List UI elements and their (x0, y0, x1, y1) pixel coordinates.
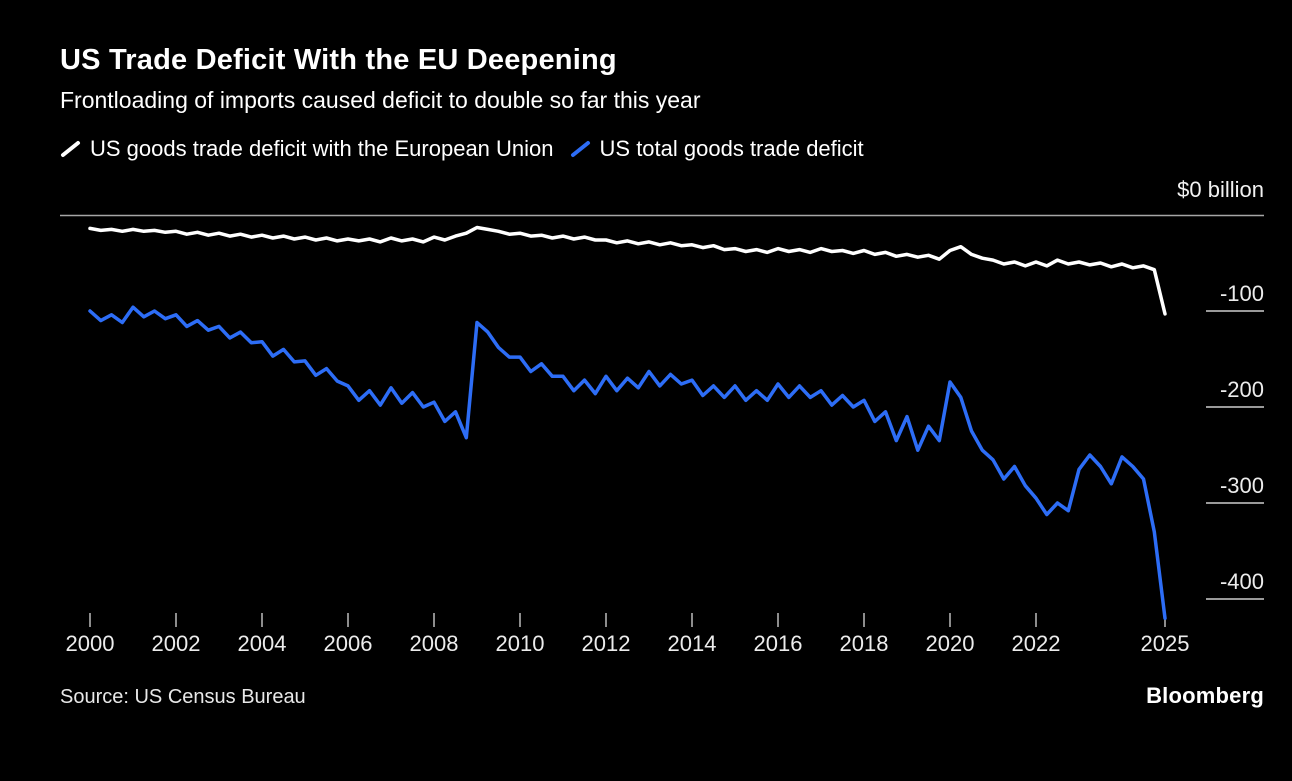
chart-title: US Trade Deficit With the EU Deepening (60, 44, 617, 76)
x-tick-label: 2004 (237, 631, 287, 656)
source-text: Source: US Census Bureau (60, 686, 306, 708)
legend-item-eu-deficit: US goods trade deficit with the European… (60, 136, 554, 162)
y-tick-label: -400 (1219, 569, 1264, 594)
y-axis-top-label: $0 billion (1177, 177, 1264, 202)
y-tick-label: -100 (1219, 281, 1264, 306)
x-tick-label: 2000 (65, 631, 115, 656)
x-tick-label: 2002 (151, 631, 201, 656)
eu-deficit-line (88, 225, 1167, 316)
x-tick-label: 2008 (409, 631, 459, 656)
x-tick-label: 2014 (667, 631, 717, 656)
legend: US goods trade deficit with the European… (60, 136, 864, 162)
x-tick-label: 2022 (1011, 631, 1061, 656)
legend-label-total-deficit: US total goods trade deficit (599, 136, 864, 161)
y-tick-stub (1206, 598, 1264, 600)
x-tick-label: 2012 (581, 631, 631, 656)
y-tick-stub (1206, 310, 1264, 312)
bloomberg-logo: Bloomberg (1146, 683, 1264, 708)
white-line-swatch-icon (60, 140, 82, 158)
x-tick-label: 2025 (1140, 631, 1190, 656)
legend-label-eu-deficit: US goods trade deficit with the European… (90, 136, 554, 161)
y-tick-label: -200 (1219, 377, 1264, 402)
legend-item-total-deficit: US total goods trade deficit (570, 136, 864, 162)
y-tick-stub (1206, 406, 1264, 408)
x-tick-label: 2018 (839, 631, 889, 656)
chart-canvas (60, 214, 1264, 627)
total-deficit-line (88, 305, 1167, 620)
y-tick-label: -300 (1219, 473, 1264, 498)
chart-subtitle: Frontloading of imports caused deficit t… (60, 87, 701, 113)
blue-line-swatch-icon (570, 140, 592, 158)
x-tick-label: 2016 (753, 631, 803, 656)
line-chart-plot-area: -100 -200 -300 -400 2000 2002 2004 2006 2008 2010… (60, 214, 1264, 715)
x-tick-label: 2010 (495, 631, 545, 656)
y-tick-stub (1206, 502, 1264, 504)
chart-footer: Source: US Census Bureau Bloomberg (60, 683, 1264, 709)
x-tick-label: 2020 (925, 631, 975, 656)
x-tick-label: 2006 (323, 631, 373, 656)
